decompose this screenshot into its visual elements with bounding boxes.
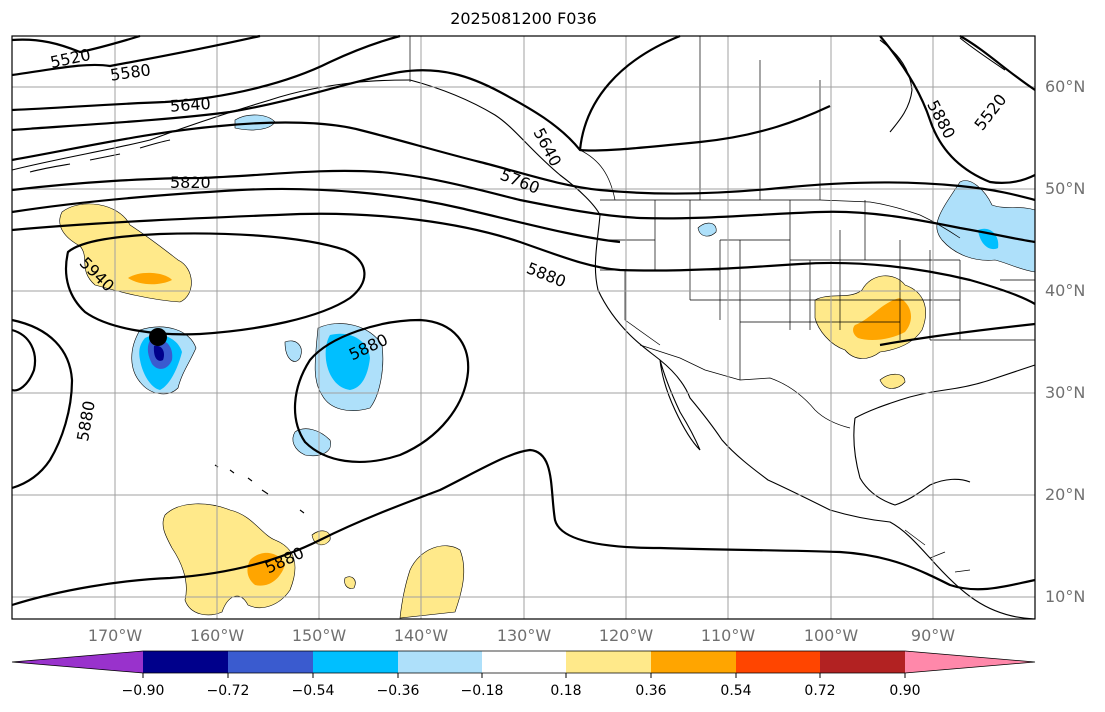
contour-label: 5820 [170,173,211,192]
colorbar [11,650,1036,678]
positive-anomaly-core [247,552,285,586]
negative-anomaly-max [153,345,164,361]
positive-anomaly-region [344,576,356,589]
shaded-anomaly-regions [59,114,1036,619]
latitude-label: 20°N [1045,485,1086,504]
positive-anomaly-core [853,298,912,340]
contour-5880-east [879,322,1036,347]
longitude-label: 160°W [189,626,245,645]
coastlines [11,37,1036,620]
alaska-coast [11,79,411,171]
colorbar-segment [736,651,820,673]
gulf-coast [854,364,1036,419]
positive-anomaly-region [879,373,906,389]
latitude-label: 40°N [1045,281,1086,300]
colorbar-ticks [142,673,906,678]
longitude-label: 130°W [496,626,552,645]
contour-5880-south [11,448,1036,607]
longitude-label: 100°W [803,626,859,645]
longitude-label: 140°W [393,626,449,645]
positive-anomaly-region [162,503,296,616]
map-title: 2025081200 F036 [450,9,597,28]
graticule [12,36,1035,619]
north-america-west-coast [409,79,1036,620]
contour-5640 [11,34,1036,184]
negative-anomaly-region [284,340,302,362]
longitude-label: 150°W [291,626,347,645]
latitude-label: 10°N [1045,587,1086,606]
contour-label: 5640 [169,94,211,116]
colorbar-tick-label: 0.54 [720,683,752,699]
contour-5880-north [11,212,1036,305]
colorbar-segment [313,651,398,673]
map-frame [11,35,1036,620]
contour-5880-closed [293,318,470,463]
latitude-label: 50°N [1045,179,1086,198]
colorbar-tick-label: −0.72 [206,683,250,699]
colorbar-segment [228,651,313,673]
contour-5820 [11,169,1036,244]
height-contours [11,34,1036,607]
longitude-label: 170°W [87,626,143,645]
colorbar-segment [820,651,905,673]
latitude-label: 30°N [1045,383,1086,402]
colorbar-segment [651,651,736,673]
colorbar-tick-label: 0.72 [804,683,836,699]
contour-5520 [11,34,141,54]
colorbar-tick-label: −0.54 [291,683,335,699]
aleutian-islands [29,139,171,173]
negative-anomaly-region [697,222,717,237]
contour-5580 [11,34,261,77]
baja-california [659,359,701,451]
us-canada-border [600,199,961,239]
negative-anomaly-region [936,180,1036,273]
storm-center-marker [149,328,167,346]
us-mexico-border [639,344,851,429]
colorbar-segment [482,651,566,673]
positive-anomaly-region [399,545,465,619]
longitude-label: 120°W [598,626,654,645]
colorbar-segment [12,651,143,673]
contour-5760 [11,121,1036,202]
positive-anomaly-core [128,272,172,285]
colorbar-segment [566,651,651,673]
contour-5940 [64,232,366,336]
colorbar-tick-label: −0.36 [376,683,420,699]
colorbar-segment [398,651,482,673]
negative-anomaly-mid [325,333,370,390]
yucatan-coast [853,417,971,506]
longitude-label: 90°W [910,626,956,645]
colorbar-tick-label: 0.36 [635,683,667,699]
colorbar-tick-label: −0.90 [121,683,165,699]
colorbar-segment [905,651,1035,673]
colorbar-segment [143,651,228,673]
latitude-label: 60°N [1045,77,1086,96]
colorbar-tick-label: 0.90 [889,683,921,699]
contour-5880-west [11,318,74,490]
longitude-label: 110°W [700,626,756,645]
colorbar-tick-label: −0.18 [460,683,504,699]
colorbar-tick-label: 0.18 [550,683,582,699]
canada-provinces [579,36,821,201]
